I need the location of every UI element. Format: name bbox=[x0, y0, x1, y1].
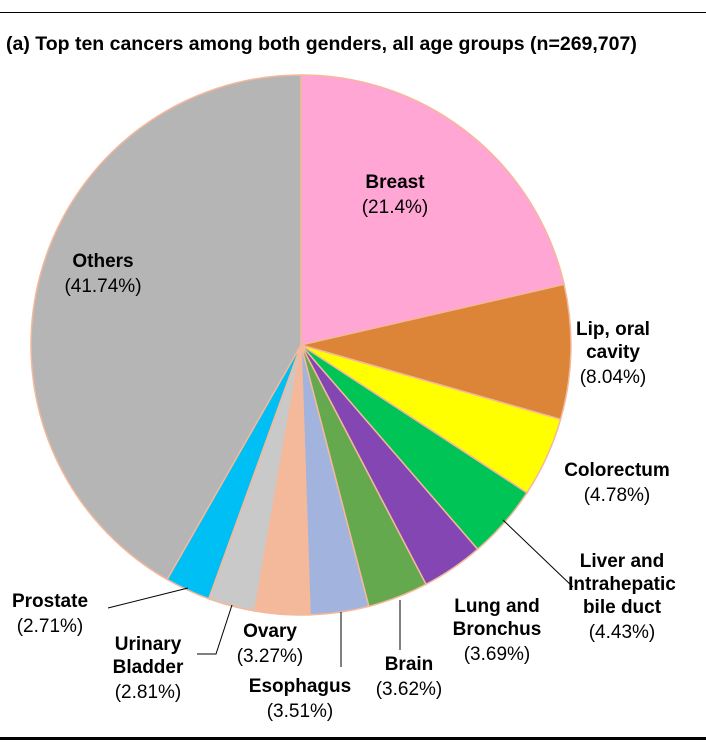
slice-label-colorectum: Colorectum bbox=[564, 460, 670, 481]
slice-percent-esophagus: (3.51%) bbox=[267, 701, 334, 722]
chart-title: (a) Top ten cancers among both genders, … bbox=[6, 33, 637, 55]
pie-slice-lip-oral-cavity bbox=[300, 283, 572, 421]
slice-label-lip-oral-cavity-line-2: cavity bbox=[586, 342, 640, 363]
slice-percent-ovary: (3.27%) bbox=[237, 646, 304, 667]
slice-label-ovary: Ovary bbox=[243, 621, 297, 642]
slice-percent-liver-and-intrahepatic-bile-duct: (4.43%) bbox=[589, 622, 656, 643]
slice-label-others: Others bbox=[72, 251, 133, 272]
slice-label-liver-and-intrahepatic-bile-duct-line-3: bile duct bbox=[583, 597, 662, 618]
slice-percent-others: (41.74%) bbox=[64, 276, 141, 297]
slice-percent-prostate: (2.71%) bbox=[17, 616, 84, 637]
slice-label-urinary-bladder-line-1: Urinary bbox=[115, 634, 182, 655]
bottom-rule bbox=[0, 737, 706, 740]
slice-label-lung-and-bronchus-line-1: Lung and bbox=[454, 596, 539, 617]
slice-label-breast: Breast bbox=[365, 172, 425, 193]
slice-label-prostate: Prostate bbox=[12, 591, 88, 612]
slice-percent-colorectum: (4.78%) bbox=[584, 485, 651, 506]
slice-percent-lip-oral-cavity: (8.04%) bbox=[580, 367, 647, 388]
slice-label-urinary-bladder-line-2: Bladder bbox=[113, 657, 184, 678]
slice-label-esophagus: Esophagus bbox=[249, 676, 351, 697]
leader-line-liver-and-intrahepatic-bile-duct bbox=[502, 519, 574, 588]
slice-percent-breast: (21.4%) bbox=[362, 197, 429, 218]
slice-label-lip-oral-cavity-line-1: Lip, oral bbox=[576, 319, 650, 340]
leader-line-prostate bbox=[107, 587, 189, 609]
slice-percent-urinary-bladder: (2.81%) bbox=[115, 682, 182, 703]
slice-label-brain: Brain bbox=[385, 654, 434, 675]
slice-percent-lung-and-bronchus: (3.69%) bbox=[464, 644, 531, 665]
pie-slice-breast bbox=[300, 74, 566, 346]
top-rule bbox=[0, 12, 706, 13]
slice-label-liver-and-intrahepatic-bile-duct-line-1: Liver and bbox=[580, 551, 664, 572]
pie-slice-others bbox=[30, 74, 302, 581]
slice-percent-brain: (3.62%) bbox=[376, 679, 443, 700]
leader-line-ovary bbox=[197, 604, 233, 655]
slice-label-liver-and-intrahepatic-bile-duct-line-2: Intrahepatic bbox=[568, 574, 676, 595]
slice-label-lung-and-bronchus-line-2: Bronchus bbox=[453, 619, 542, 640]
